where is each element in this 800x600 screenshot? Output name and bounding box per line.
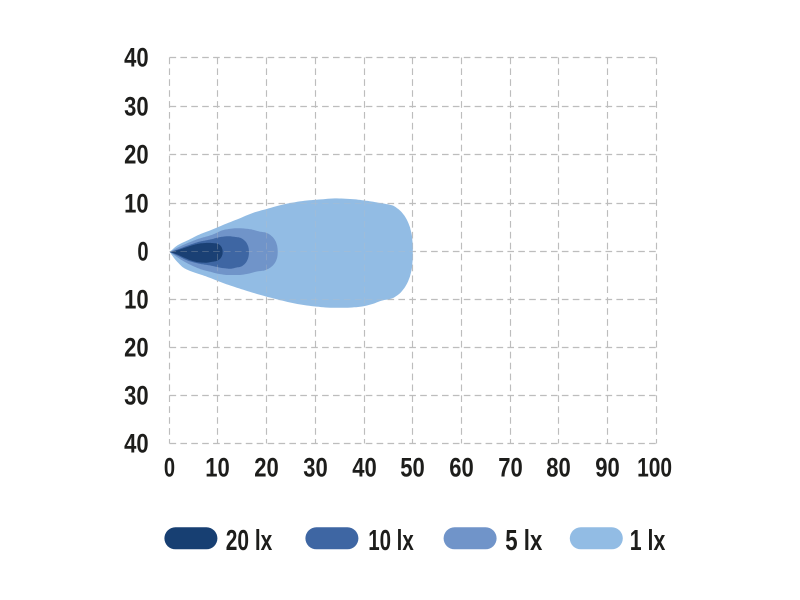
svg-text:1 lx: 1 lx [630, 525, 666, 557]
svg-text:10: 10 [124, 189, 149, 219]
svg-text:60: 60 [449, 453, 474, 483]
svg-text:20: 20 [124, 333, 149, 363]
svg-text:50: 50 [400, 453, 425, 483]
svg-text:30: 30 [124, 92, 149, 122]
svg-text:20: 20 [124, 140, 149, 170]
svg-text:40: 40 [352, 453, 377, 483]
svg-text:20 lx: 20 lx [226, 525, 272, 557]
svg-text:30: 30 [124, 381, 149, 411]
svg-text:10 lx: 10 lx [368, 525, 414, 557]
svg-text:10: 10 [205, 453, 230, 483]
svg-text:20: 20 [254, 453, 279, 483]
svg-text:30: 30 [303, 453, 328, 483]
svg-text:10: 10 [124, 285, 149, 315]
svg-text:5 lx: 5 lx [505, 525, 542, 557]
svg-text:80: 80 [546, 453, 571, 483]
svg-text:40: 40 [124, 429, 149, 459]
svg-text:70: 70 [498, 453, 523, 483]
svg-text:90: 90 [595, 453, 620, 483]
svg-text:40: 40 [124, 43, 149, 73]
svg-text:0: 0 [164, 453, 175, 483]
svg-text:0: 0 [137, 237, 148, 267]
svg-text:100: 100 [637, 453, 672, 483]
